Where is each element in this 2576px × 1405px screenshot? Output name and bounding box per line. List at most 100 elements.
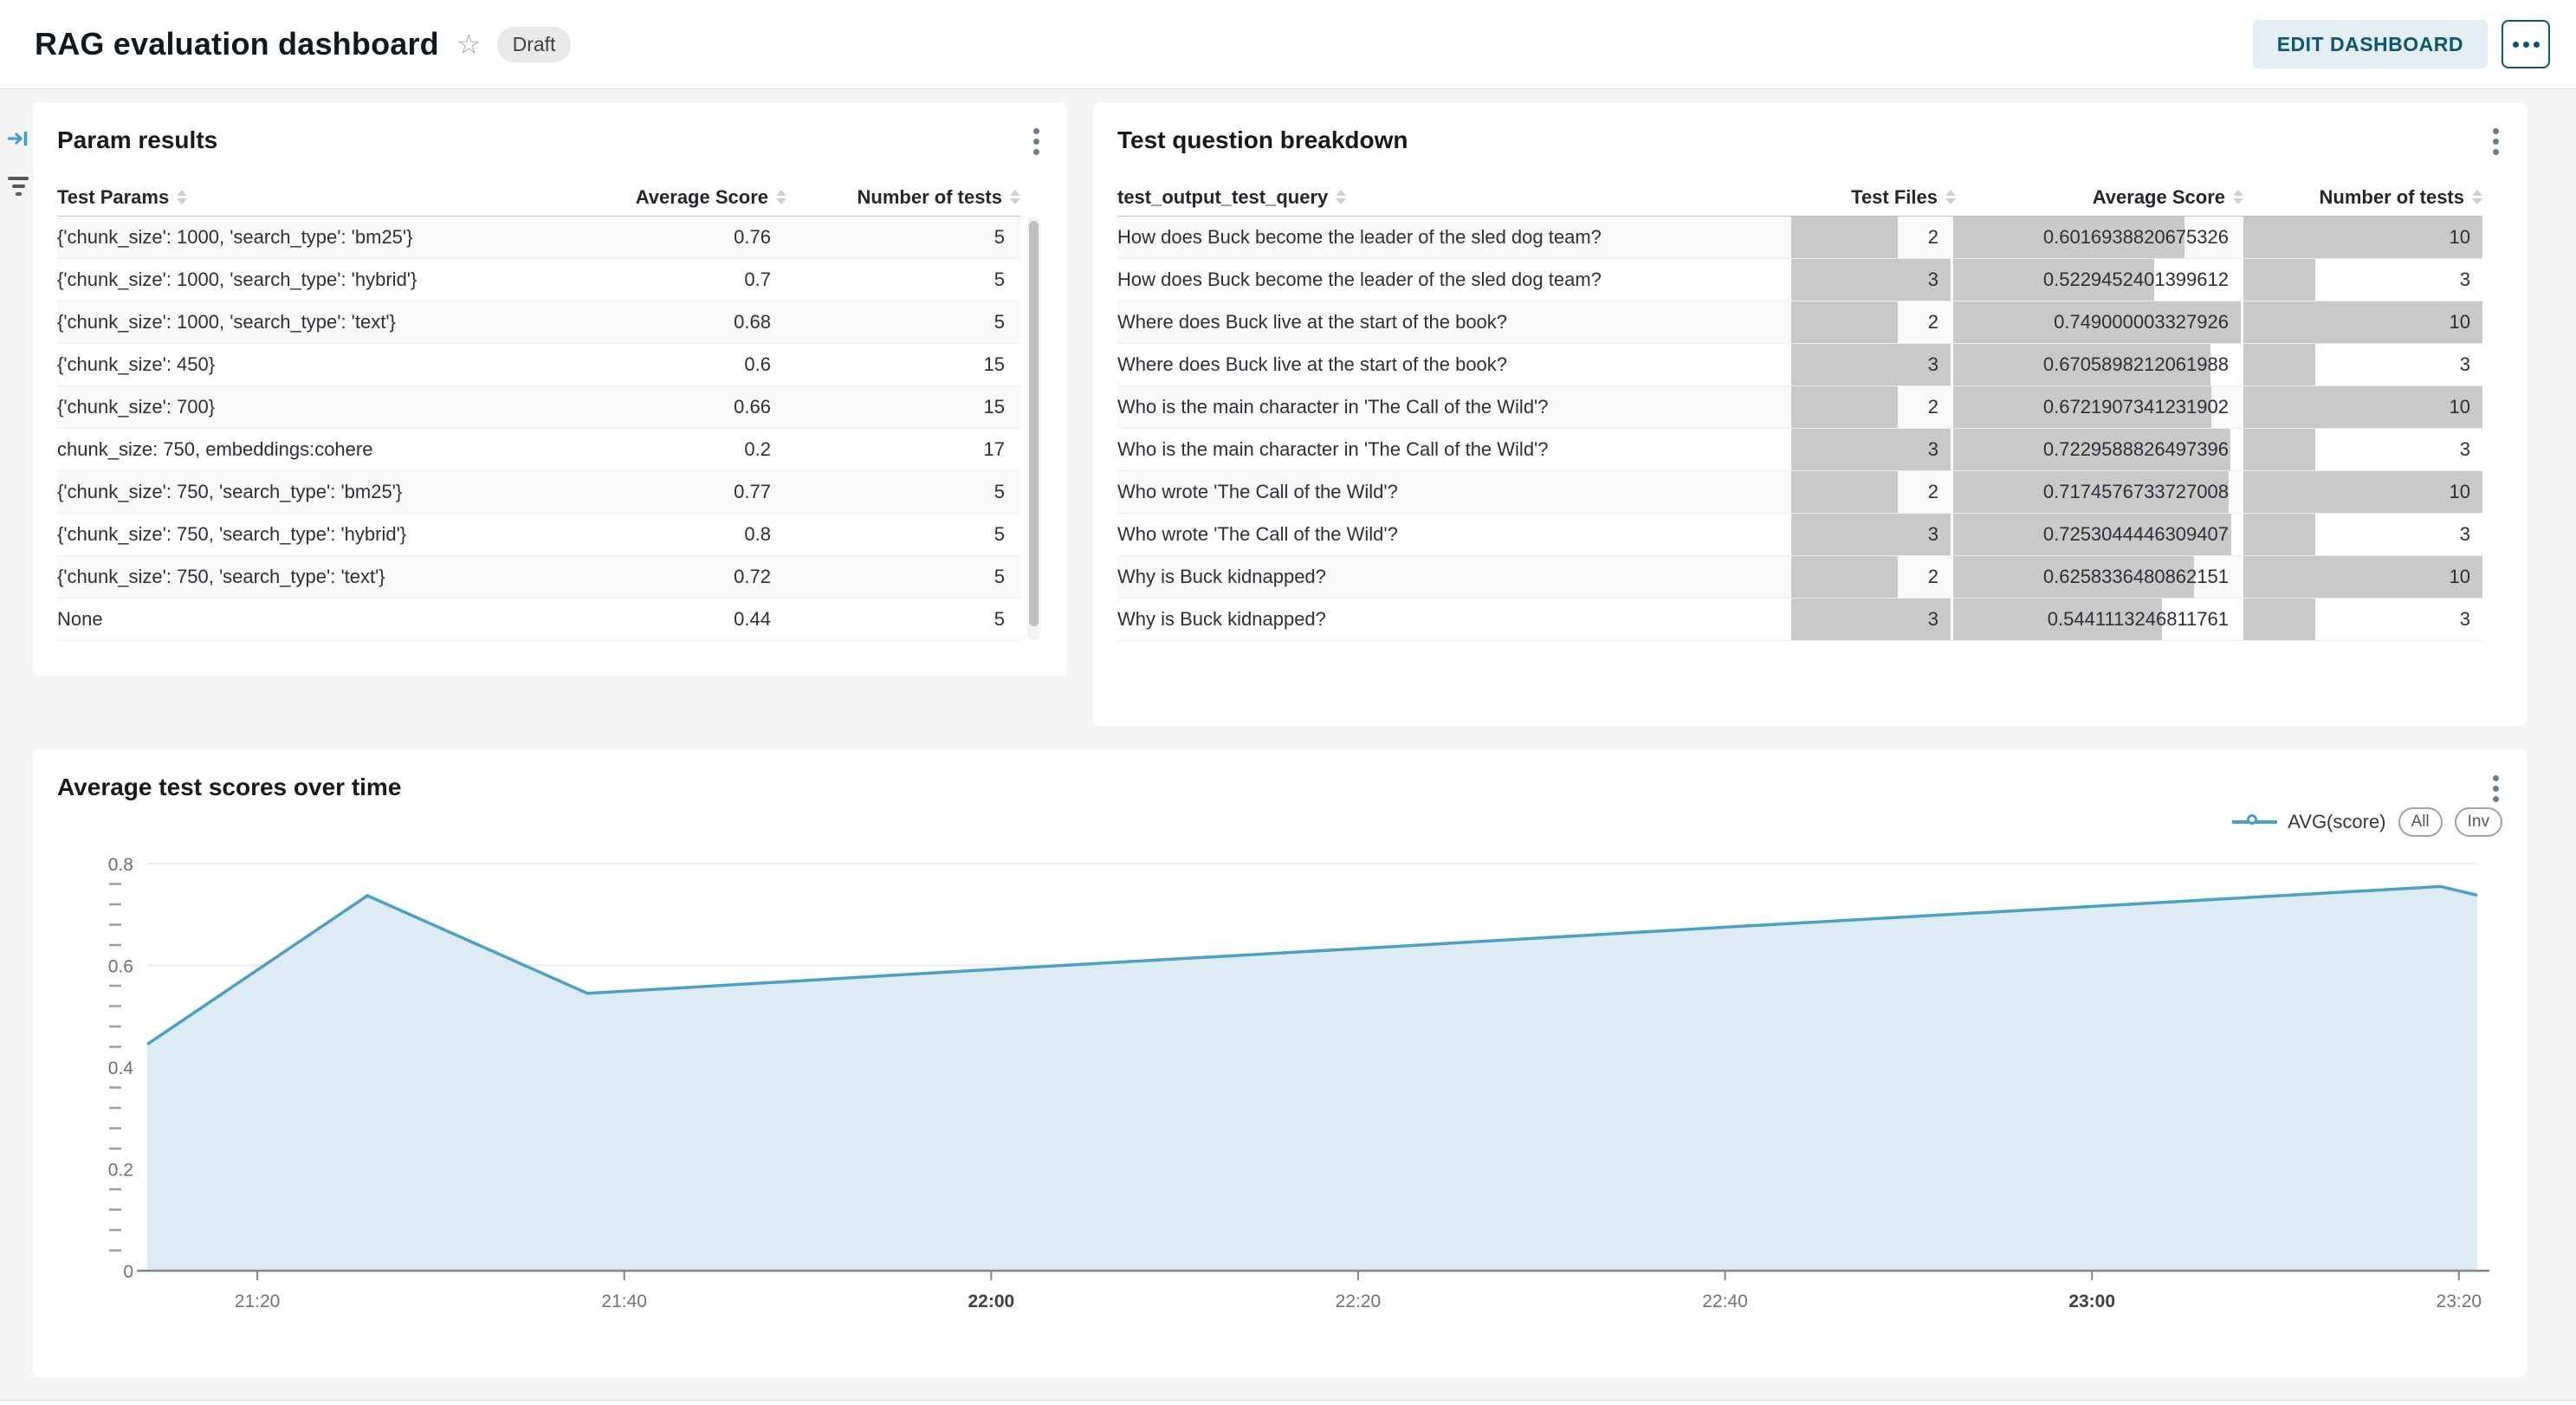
table-row: Why is Buck kidnapped? 2 0.625833648086215… [1117, 556, 2482, 599]
avg-score-cell: 0.5229452401399612 [1953, 259, 2241, 301]
cell-value: 3 [1927, 438, 1938, 460]
data-bar [2243, 556, 2482, 598]
column-header-test-query[interactable]: test_output_test_query [1117, 186, 1796, 209]
table-row: Who wrote 'The Call of the Wild'? 3 0.7253… [1117, 514, 2482, 556]
param-results-table: Test Params Average Score Number of test… [57, 178, 1020, 641]
sort-icon [1010, 190, 1020, 204]
query-cell: Where does Buck live at the start of the… [1117, 311, 1508, 333]
table-row: {'chunk_size': 1000, 'search_type': 'tex… [57, 301, 1020, 344]
cell-value: 0.6258336480862151 [2042, 566, 2229, 587]
scores-over-time-menu-button[interactable] [2489, 772, 2502, 806]
param-cell: {'chunk_size': 750, 'search_type': 'text… [57, 566, 385, 587]
score-cell: 0.68 [734, 311, 771, 333]
cell-value: 0.5229452401399612 [2042, 269, 2229, 290]
num-tests-cell: 10 [2243, 386, 2482, 428]
param-results-menu-button[interactable] [1030, 125, 1043, 159]
query-cell: How does Buck become the leader of the s… [1117, 269, 1602, 290]
cell-value: 0.7229588826497396 [2042, 438, 2229, 460]
column-header-average-score[interactable]: Average Score [501, 186, 786, 209]
avg-score-cell: 0.5441113246811761 [1953, 599, 2241, 640]
sort-icon [2472, 190, 2482, 204]
data-bar [1953, 599, 2163, 640]
files-cell: 3 [1791, 429, 1951, 470]
column-header-number-of-tests[interactable]: Number of tests [2243, 186, 2482, 209]
question-breakdown-menu-button[interactable] [2489, 125, 2502, 159]
question-breakdown-table-header: test_output_test_query Test Files Averag… [1117, 178, 2482, 217]
cell-value: 3 [2459, 523, 2470, 545]
param-results-card: Param results Test Params Average Score [33, 102, 1067, 676]
tests-cell: 17 [983, 438, 1005, 460]
param-results-title: Param results [57, 126, 218, 153]
files-cell: 3 [1791, 599, 1951, 640]
column-header-average-score[interactable]: Average Score [1956, 186, 2243, 209]
sort-icon [177, 190, 188, 204]
table-row: Why is Buck kidnapped? 3 0.544111324681176… [1117, 599, 2482, 641]
legend-all-button[interactable]: All [2398, 807, 2443, 837]
table-row: {'chunk_size': 750, 'search_type': 'text… [57, 556, 1020, 599]
y-tick-label-0.8: 0.8 [108, 855, 133, 875]
table-scrollbar [1027, 217, 1040, 641]
scores-over-time-title: Average test scores over time [57, 774, 402, 800]
num-tests-cell: 3 [2243, 429, 2482, 470]
data-bar [2243, 344, 2315, 385]
query-cell: Who wrote 'The Call of the Wild'? [1117, 523, 1398, 545]
table-row: {'chunk_size': 750, 'search_type': 'bm25… [57, 471, 1020, 514]
y-tick-label-0: 0 [123, 1262, 133, 1282]
param-cell: {'chunk_size': 750, 'search_type': 'hybr… [57, 523, 407, 545]
tests-cell: 5 [994, 481, 1005, 502]
query-cell: How does Buck become the leader of the s… [1117, 226, 1602, 248]
num-tests-cell: 10 [2243, 471, 2482, 513]
data-bar [2243, 301, 2482, 343]
cell-value: 0.5441113246811761 [2047, 608, 2229, 630]
cell-value: 0.749000003327926 [2054, 311, 2229, 333]
data-bar [1791, 259, 1951, 301]
num-tests-cell: 3 [2243, 514, 2482, 555]
tests-cell: 5 [994, 523, 1005, 545]
x-tick-label-22:20: 22:20 [1336, 1292, 1382, 1311]
table-row: chunk_size: 750, embeddings:cohere 0.2 17 [57, 429, 1020, 471]
table-row: How does Buck become the leader of the s… [1117, 259, 2482, 301]
cell-value: 2 [1927, 226, 1938, 248]
table-row: Where does Buck live at the start of the… [1117, 344, 2482, 386]
x-tick-label-23:20: 23:20 [2437, 1292, 2482, 1311]
collapse-right-icon[interactable] [7, 128, 29, 149]
edit-dashboard-button[interactable]: EDIT DASHBOARD [2252, 20, 2488, 68]
score-cell: 0.77 [734, 481, 771, 502]
filter-icon[interactable] [8, 177, 29, 196]
question-breakdown-table-body: How does Buck become the leader of the s… [1117, 217, 2482, 641]
y-tick-label-0.4: 0.4 [108, 1059, 134, 1078]
data-bar [2243, 429, 2315, 470]
tests-cell: 5 [994, 608, 1005, 630]
scrollbar-thumb[interactable] [1029, 221, 1039, 626]
table-row: Where does Buck live at the start of the… [1117, 301, 2482, 344]
avg-score-cell: 0.6016938820675326 [1953, 217, 2241, 258]
more-options-button[interactable] [2502, 20, 2550, 68]
score-cell: 0.44 [734, 608, 771, 630]
column-header-test-params[interactable]: Test Params [57, 186, 501, 209]
sort-icon [2233, 190, 2243, 204]
legend-inv-button[interactable]: Inv [2454, 807, 2502, 837]
param-cell: chunk_size: 750, embeddings:cohere [57, 438, 373, 460]
query-cell: Who is the main character in 'The Call o… [1117, 396, 1549, 418]
column-header-number-of-tests[interactable]: Number of tests [786, 186, 1020, 209]
trend-line [146, 884, 2478, 1046]
score-cell: 0.76 [734, 226, 771, 248]
files-cell: 3 [1791, 344, 1951, 385]
table-row: Who wrote 'The Call of the Wild'? 2 0.7174… [1117, 471, 2482, 514]
table-row: Who is the main character in 'The Call o… [1117, 429, 2482, 471]
legend-item-avg-score[interactable]: AVG(score) [2232, 811, 2386, 833]
num-tests-cell: 3 [2243, 259, 2482, 301]
data-bar [2243, 514, 2315, 555]
favorite-star-icon[interactable]: ☆ [456, 29, 482, 60]
legend-line-icon [2232, 814, 2278, 830]
area-fill [147, 886, 2477, 1271]
data-bar [1791, 429, 1951, 470]
data-bar [2243, 217, 2482, 258]
table-row: None 0.44 5 [57, 599, 1020, 641]
files-cell: 3 [1791, 259, 1951, 301]
query-cell: Why is Buck kidnapped? [1117, 566, 1326, 587]
table-row: {'chunk_size': 750, 'search_type': 'hybr… [57, 514, 1020, 556]
scores-over-time-chart[interactable]: 21:20 21:40 22:00 22:20 22:40 23:00 23:20 0 0.2 0… [57, 846, 2502, 1323]
column-header-test-files[interactable]: Test Files [1796, 186, 1956, 209]
question-breakdown-title: Test question breakdown [1117, 126, 1408, 153]
